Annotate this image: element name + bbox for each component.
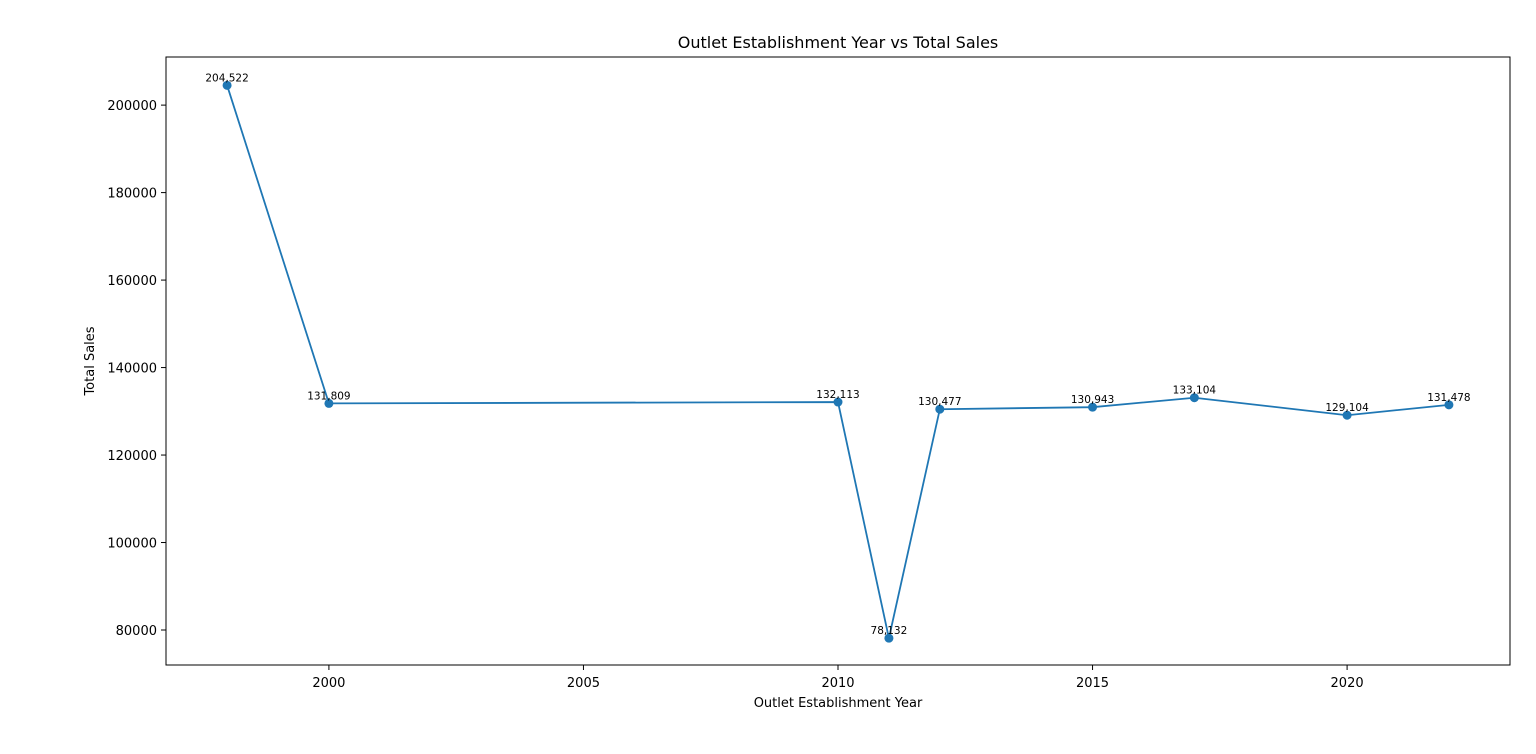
data-point: [222, 80, 232, 90]
data-point: [1444, 400, 1454, 410]
data-label: 204,522: [205, 72, 248, 84]
data-label: 78,132: [871, 625, 908, 637]
data-point: [935, 404, 945, 414]
data-label: 131,809: [307, 390, 350, 402]
plot-area: 2000 2005 2010 2015 2020 80000 100000 120000 140…: [107, 56, 1511, 691]
data-point: [1088, 402, 1098, 412]
data-point: [324, 398, 334, 408]
data-point: [884, 633, 894, 643]
data-label: 131,478: [1427, 392, 1470, 404]
y-tick-label: 80000: [116, 624, 157, 639]
x-tick-label: 2000: [312, 676, 345, 691]
y-tick-label: 100000: [107, 537, 157, 552]
data-label: 130,943: [1071, 394, 1114, 406]
data-point: [1189, 393, 1199, 403]
data-label: 129,104: [1325, 402, 1369, 414]
y-tick-label: 160000: [107, 274, 157, 289]
data-label: 133,104: [1173, 385, 1217, 397]
y-tick-label: 200000: [107, 99, 157, 114]
y-tick-label: 140000: [107, 362, 157, 377]
x-tick-label: 2020: [1331, 676, 1364, 691]
x-tick-label: 2005: [567, 676, 600, 691]
y-tick-label: 180000: [107, 187, 157, 202]
chart-title: Outlet Establishment Year vs Total Sales: [678, 33, 999, 52]
y-axis-label: Total Sales: [83, 326, 98, 396]
x-tick-label: 2015: [1076, 676, 1109, 691]
data-point: [833, 397, 843, 407]
data-label: 132,113: [816, 389, 859, 401]
y-tick-label: 120000: [107, 449, 157, 464]
data-label: 130,477: [918, 396, 961, 408]
data-point: [1342, 410, 1352, 420]
x-tick-label: 2010: [821, 676, 854, 691]
x-axis-label: Outlet Establishment Year: [754, 696, 923, 711]
